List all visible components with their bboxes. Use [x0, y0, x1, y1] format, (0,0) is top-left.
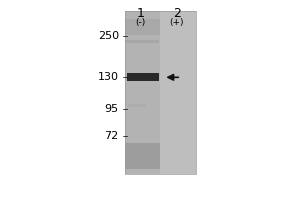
- Bar: [160, 11, 196, 174]
- Bar: [127, 73, 159, 81]
- Bar: [126, 40, 159, 43]
- Bar: [125, 143, 160, 169]
- Text: (+): (+): [169, 18, 184, 27]
- Text: 130: 130: [98, 72, 119, 82]
- Bar: [125, 19, 160, 35]
- Text: 2: 2: [173, 7, 181, 20]
- Text: (-): (-): [135, 18, 146, 27]
- Bar: [125, 11, 196, 174]
- Text: 95: 95: [105, 104, 119, 114]
- Text: 72: 72: [104, 131, 119, 141]
- Text: 250: 250: [98, 31, 119, 41]
- Bar: [125, 11, 196, 174]
- Text: 1: 1: [136, 7, 144, 20]
- Bar: [128, 104, 146, 107]
- Bar: [125, 11, 160, 174]
